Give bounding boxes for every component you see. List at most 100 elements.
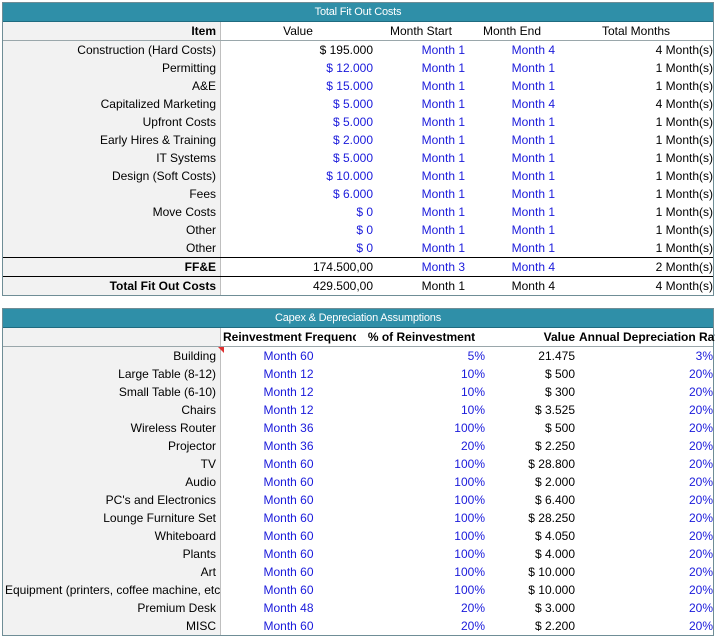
depreciation-rate-cell[interactable]: 20%: [688, 385, 713, 399]
value-cell[interactable]: $ 6.000: [332, 187, 373, 201]
asset-value-cell[interactable]: $ 6.400: [534, 493, 575, 507]
month-start-cell[interactable]: Month 1: [421, 223, 465, 237]
asset-value-cell[interactable]: $ 4.050: [534, 529, 575, 543]
value-cell[interactable]: $ 15.000: [326, 79, 373, 93]
asset-value-cell[interactable]: $ 2.000: [534, 475, 575, 489]
asset-value-cell[interactable]: $ 10.000: [528, 583, 575, 597]
reinvestment-frequency-cell[interactable]: Month 12: [263, 403, 314, 417]
total-months-cell[interactable]: 4 Month(s): [655, 43, 713, 57]
pct-reinvestment-cell[interactable]: 20%: [460, 601, 485, 615]
month-start-cell[interactable]: Month 1: [421, 169, 465, 183]
total-months-cell[interactable]: 1 Month(s): [655, 151, 713, 165]
depreciation-rate-cell[interactable]: 20%: [688, 511, 713, 525]
reinvestment-frequency-cell[interactable]: Month 60: [263, 511, 314, 525]
reinvestment-frequency-cell[interactable]: Month 12: [263, 385, 314, 399]
pct-reinvestment-cell[interactable]: 100%: [454, 529, 485, 543]
month-start-cell[interactable]: Month 1: [421, 115, 465, 129]
pct-reinvestment-cell[interactable]: 100%: [454, 493, 485, 507]
ffe-start[interactable]: Month 3: [421, 260, 465, 274]
asset-value-cell[interactable]: $ 3.000: [534, 601, 575, 615]
asset-value-cell[interactable]: $ 300: [544, 385, 575, 399]
month-end-cell[interactable]: Month 1: [511, 79, 555, 93]
value-cell[interactable]: $ 2.000: [332, 133, 373, 147]
reinvestment-frequency-cell[interactable]: Month 60: [263, 493, 314, 507]
value-cell[interactable]: $ 5.000: [332, 151, 373, 165]
month-end-cell[interactable]: Month 1: [511, 187, 555, 201]
pct-reinvestment-cell[interactable]: 100%: [454, 511, 485, 525]
month-end-cell[interactable]: Month 1: [511, 205, 555, 219]
month-start-cell[interactable]: Month 1: [421, 43, 465, 57]
depreciation-rate-cell[interactable]: 20%: [688, 403, 713, 417]
value-cell[interactable]: $ 0: [356, 223, 373, 237]
reinvestment-frequency-cell[interactable]: Month 48: [263, 601, 314, 615]
total-value[interactable]: 429.500,00: [312, 279, 373, 293]
value-cell[interactable]: $ 12.000: [326, 61, 373, 75]
total-months-cell[interactable]: 1 Month(s): [655, 169, 713, 183]
total-months-cell[interactable]: 1 Month(s): [655, 61, 713, 75]
depreciation-rate-cell[interactable]: 20%: [688, 583, 713, 597]
month-start-cell[interactable]: Month 1: [421, 151, 465, 165]
reinvestment-frequency-cell[interactable]: Month 60: [263, 529, 314, 543]
depreciation-rate-cell[interactable]: 20%: [688, 565, 713, 579]
pct-reinvestment-cell[interactable]: 100%: [454, 457, 485, 471]
value-cell[interactable]: $ 10.000: [326, 169, 373, 183]
pct-reinvestment-cell[interactable]: 10%: [460, 385, 485, 399]
asset-value-cell[interactable]: $ 3.525: [534, 403, 575, 417]
value-cell[interactable]: $ 0: [356, 205, 373, 219]
reinvestment-frequency-cell[interactable]: Month 60: [263, 565, 314, 579]
pct-reinvestment-cell[interactable]: 100%: [454, 583, 485, 597]
total-months-cell[interactable]: 1 Month(s): [655, 79, 713, 93]
pct-reinvestment-cell[interactable]: 100%: [454, 421, 485, 435]
ffe-total[interactable]: 2 Month(s): [655, 260, 713, 274]
pct-reinvestment-cell[interactable]: 10%: [460, 367, 485, 381]
asset-value-cell[interactable]: $ 2.250: [534, 439, 575, 453]
month-start-cell[interactable]: Month 1: [421, 133, 465, 147]
depreciation-rate-cell[interactable]: 20%: [688, 421, 713, 435]
total-months-cell[interactable]: 1 Month(s): [655, 241, 713, 255]
total-months-cell[interactable]: 1 Month(s): [655, 133, 713, 147]
depreciation-rate-cell[interactable]: 20%: [688, 457, 713, 471]
month-end-cell[interactable]: Month 1: [511, 241, 555, 255]
depreciation-rate-cell[interactable]: 20%: [688, 367, 713, 381]
asset-value-cell[interactable]: $ 500: [544, 421, 575, 435]
reinvestment-frequency-cell[interactable]: Month 60: [263, 583, 314, 597]
total-months-cell[interactable]: 1 Month(s): [655, 223, 713, 237]
ffe-value[interactable]: 174.500,00: [312, 260, 373, 274]
total-months-cell[interactable]: 1 Month(s): [655, 205, 713, 219]
reinvestment-frequency-cell[interactable]: Month 60: [263, 619, 314, 633]
value-cell[interactable]: $ 0: [356, 241, 373, 255]
month-start-cell[interactable]: Month 1: [421, 97, 465, 111]
total-months-cell[interactable]: 4 Month(s): [655, 97, 713, 111]
reinvestment-frequency-cell[interactable]: Month 60: [263, 349, 314, 363]
month-end-cell[interactable]: Month 4: [511, 97, 555, 111]
asset-value-cell[interactable]: $ 4.000: [534, 547, 575, 561]
depreciation-rate-cell[interactable]: 20%: [688, 619, 713, 633]
reinvestment-frequency-cell[interactable]: Month 60: [263, 457, 314, 471]
month-start-cell[interactable]: Month 1: [421, 79, 465, 93]
reinvestment-frequency-cell[interactable]: Month 36: [263, 421, 314, 435]
depreciation-rate-cell[interactable]: 20%: [688, 439, 713, 453]
depreciation-rate-cell[interactable]: 20%: [688, 601, 713, 615]
total-end[interactable]: Month 4: [511, 279, 555, 293]
pct-reinvestment-cell[interactable]: 100%: [454, 565, 485, 579]
month-start-cell[interactable]: Month 1: [421, 61, 465, 75]
month-end-cell[interactable]: Month 1: [511, 223, 555, 237]
depreciation-rate-cell[interactable]: 20%: [688, 529, 713, 543]
month-start-cell[interactable]: Month 1: [421, 241, 465, 255]
pct-reinvestment-cell[interactable]: 20%: [460, 439, 485, 453]
depreciation-rate-cell[interactable]: 20%: [688, 547, 713, 561]
pct-reinvestment-cell[interactable]: 20%: [460, 619, 485, 633]
ffe-end[interactable]: Month 4: [511, 260, 555, 274]
pct-reinvestment-cell[interactable]: 5%: [467, 349, 485, 363]
pct-reinvestment-cell[interactable]: 100%: [454, 475, 485, 489]
asset-value-cell[interactable]: 21.475: [538, 349, 575, 363]
asset-value-cell[interactable]: $ 28.800: [528, 457, 575, 471]
asset-value-cell[interactable]: $ 500: [544, 367, 575, 381]
month-start-cell[interactable]: Month 1: [421, 187, 465, 201]
total-months[interactable]: 4 Month(s): [655, 279, 713, 293]
asset-value-cell[interactable]: $ 28.250: [528, 511, 575, 525]
month-end-cell[interactable]: Month 1: [511, 133, 555, 147]
value-cell[interactable]: $ 5.000: [332, 97, 373, 111]
month-end-cell[interactable]: Month 4: [511, 43, 555, 57]
month-start-cell[interactable]: Month 1: [421, 205, 465, 219]
